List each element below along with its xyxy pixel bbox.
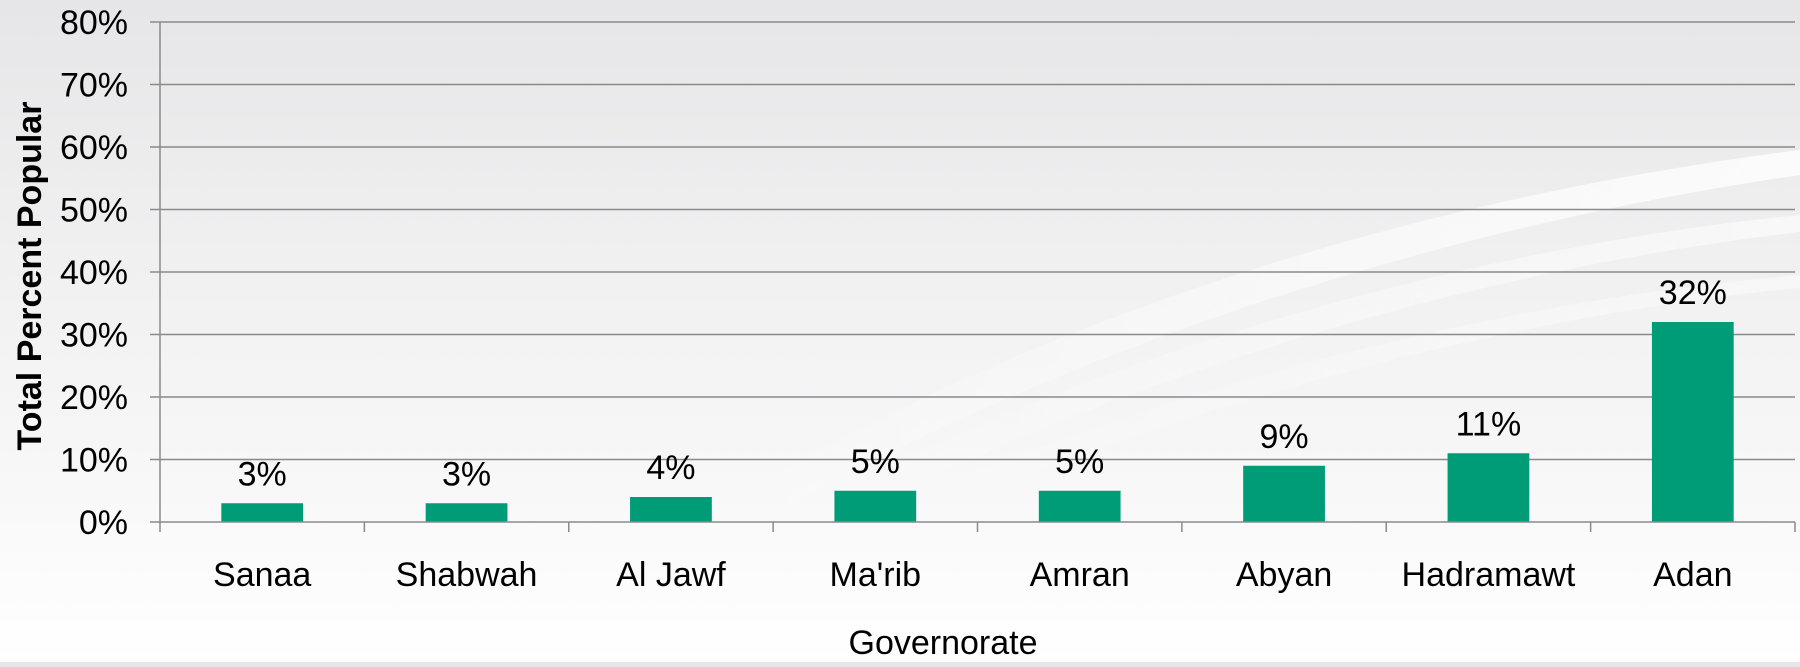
bar bbox=[425, 503, 508, 522]
y-tick-label: 60% bbox=[60, 129, 128, 167]
data-label: 9% bbox=[1259, 418, 1308, 456]
x-tick-label: Hadramawt bbox=[1402, 556, 1576, 594]
x-tick-label: Al Jawf bbox=[616, 556, 726, 594]
data-label: 3% bbox=[442, 455, 491, 493]
y-tick-label: 80% bbox=[60, 4, 128, 42]
data-label: 5% bbox=[1055, 443, 1104, 481]
x-tick-label: Sanaa bbox=[213, 556, 311, 594]
y-axis-title: Total Percent Popular bbox=[11, 102, 49, 451]
bar bbox=[630, 497, 712, 522]
bar bbox=[1038, 490, 1121, 522]
bar bbox=[1651, 322, 1734, 522]
data-labels: 3% 3% 4% 5% 5% 9% 11% 32% bbox=[238, 274, 1727, 493]
y-tick-label: 20% bbox=[60, 379, 128, 417]
x-tick-label: Shabwah bbox=[396, 556, 538, 594]
bar bbox=[1447, 453, 1530, 522]
bar bbox=[1243, 465, 1325, 522]
x-tick-label: Amran bbox=[1030, 556, 1130, 594]
y-tick-label: 40% bbox=[60, 254, 128, 292]
y-tick-label: 30% bbox=[60, 317, 128, 355]
data-label: 3% bbox=[238, 455, 287, 493]
y-tick-label: 50% bbox=[60, 192, 128, 230]
data-label: 32% bbox=[1659, 274, 1727, 312]
y-tick-label: 10% bbox=[60, 442, 128, 480]
bars bbox=[221, 322, 1734, 522]
data-label: 4% bbox=[646, 449, 695, 487]
data-label: 5% bbox=[851, 443, 900, 481]
x-tick-label: Adan bbox=[1653, 556, 1732, 594]
x-axis-ticks: Sanaa Shabwah Al Jawf Ma'rib Amran Abyan Hadra… bbox=[159, 522, 1796, 594]
x-tick-label: Abyan bbox=[1236, 556, 1332, 594]
y-tick-label: 70% bbox=[60, 67, 128, 105]
bar bbox=[221, 503, 304, 522]
background-swoosh bbox=[700, 150, 1800, 540]
x-axis-title: Governorate bbox=[849, 624, 1038, 662]
y-axis-ticks: 0% 10% 20% 30% 40% 50% 60% 70% 80% bbox=[60, 4, 160, 542]
x-tick-label: Ma'rib bbox=[830, 556, 922, 594]
data-label: 11% bbox=[1456, 405, 1522, 443]
y-tick-label: 0% bbox=[79, 504, 128, 542]
bar bbox=[834, 490, 917, 522]
